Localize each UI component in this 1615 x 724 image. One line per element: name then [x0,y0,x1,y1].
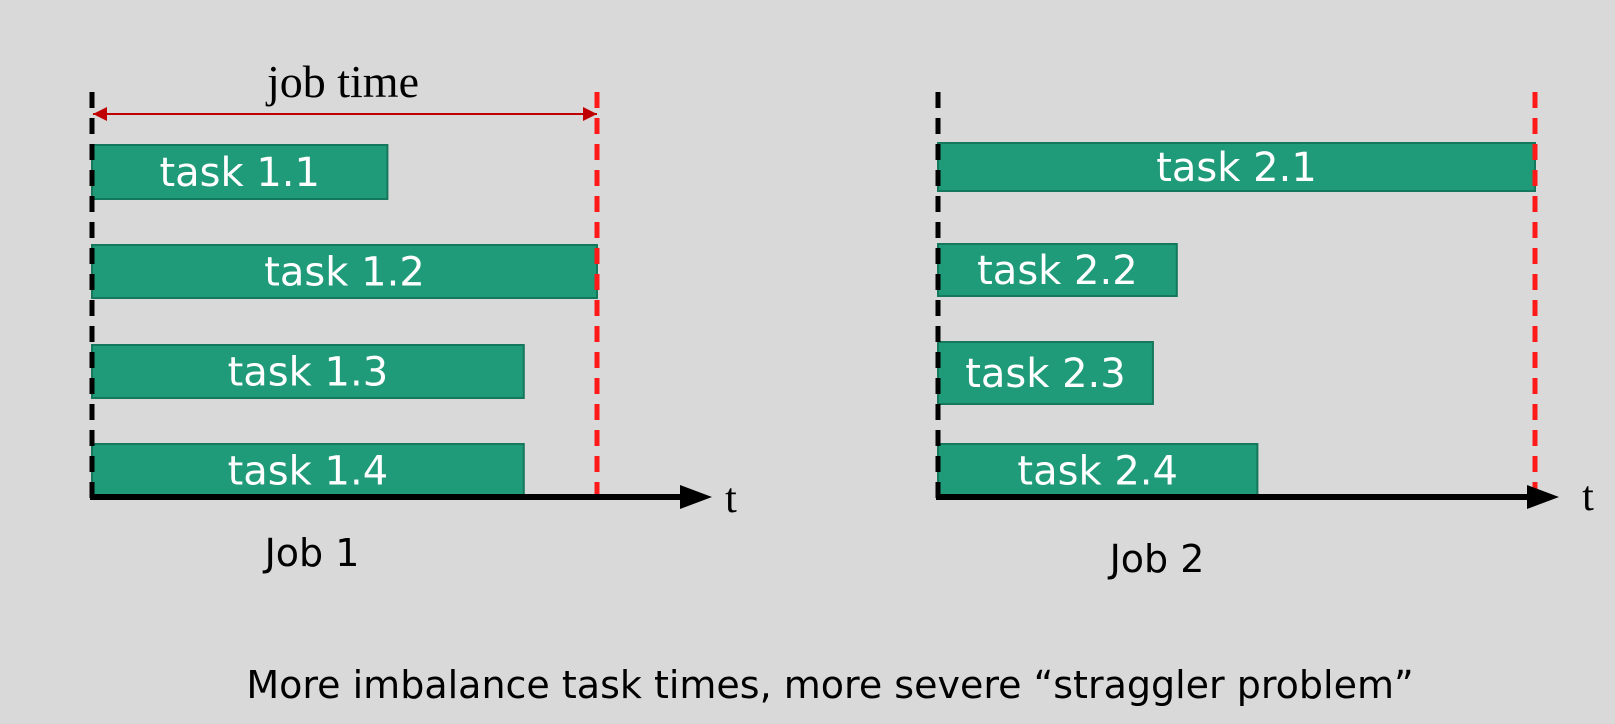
job-time-arrow-left-icon [93,107,107,121]
job-2-tasks: task 2.1 task 2.2 task 2.3 task 2.4 [937,142,1536,498]
task-bar-2-1 [937,142,1536,192]
caption: More imbalance task times, more severe “… [246,663,1413,707]
task-bar-2-2 [937,243,1178,297]
task-bar-1-3 [91,344,525,399]
job-1-label: Job 1 [263,531,360,575]
job-2-panel: task 2.1 task 2.2 task 2.3 task 2.4 t Job 2 [935,92,1594,581]
task-bar-1-2 [91,244,598,299]
task-label-1-2: task 1.2 [264,250,425,296]
job-2-axis-label: t [1582,474,1594,520]
task-label-2-3: task 2.3 [965,351,1126,397]
job-1-axis-arrow-icon [680,485,712,509]
task-bar-2-3 [937,341,1154,405]
task-label-1-3: task 1.3 [228,350,389,396]
job-time-label: job time [265,56,419,107]
job-1-tasks: task 1.1 task 1.2 task 1.3 task 1.4 [91,144,598,498]
job-2-axis-arrow-icon [1527,485,1559,509]
task-label-2-1: task 2.1 [1156,145,1317,191]
job-time-annotation: job time [93,56,597,121]
job-1-panel: task 1.1 task 1.2 task 1.3 task 1.4 t Job 1 [89,92,737,575]
job-time-arrow-right-icon [583,107,597,121]
task-label-1-1: task 1.1 [159,150,320,196]
task-label-2-2: task 2.2 [977,248,1138,294]
job-2-label: Job 2 [1108,537,1205,581]
job-1-axis-label: t [725,476,737,522]
task-bar-2-4 [937,443,1259,498]
task-label-2-4: task 2.4 [1017,449,1178,495]
task-label-1-4: task 1.4 [228,449,389,495]
